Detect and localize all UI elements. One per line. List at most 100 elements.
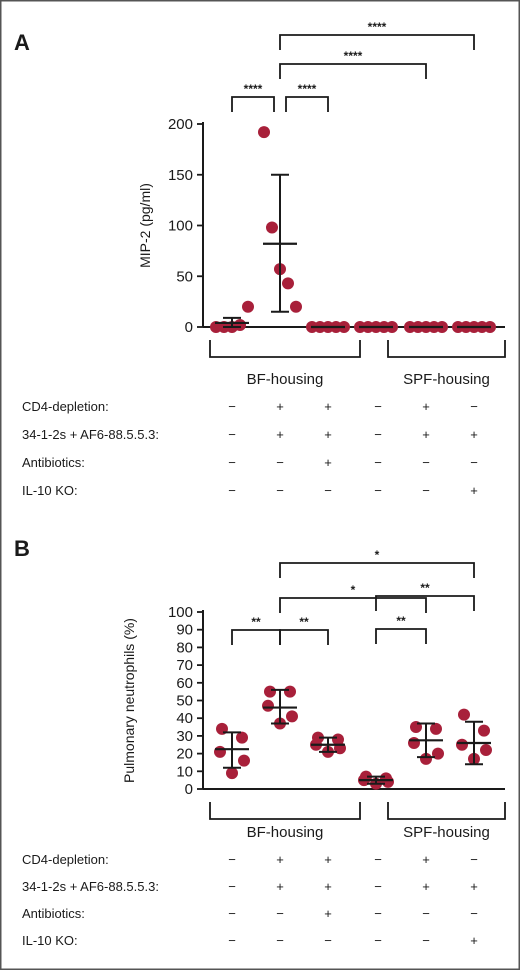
data-point xyxy=(408,736,420,749)
condition-mark: + xyxy=(470,483,478,498)
condition-label: 34-1-2s + AF6-88.5.5.3: xyxy=(22,427,159,442)
condition-mark: + xyxy=(324,906,332,921)
y-tick-label: 100 xyxy=(168,218,193,235)
condition-mark: − xyxy=(276,906,284,921)
significance-label: * xyxy=(375,548,380,562)
condition-mark: − xyxy=(470,906,478,921)
condition-mark: + xyxy=(470,933,478,948)
data-point xyxy=(430,722,442,735)
significance-bracket: * xyxy=(279,548,475,578)
condition-mark: − xyxy=(276,933,284,948)
condition-mark: + xyxy=(422,399,430,414)
condition-mark: − xyxy=(374,483,382,498)
y-tick-label: 100 xyxy=(168,604,193,621)
significance-bracket: **** xyxy=(279,49,427,79)
condition-mark: − xyxy=(228,483,236,498)
data-point xyxy=(290,300,302,313)
condition-mark: − xyxy=(228,879,236,894)
condition-mark: − xyxy=(228,852,236,867)
condition-mark: − xyxy=(374,933,382,948)
condition-mark: − xyxy=(374,455,382,470)
condition-mark: − xyxy=(422,455,430,470)
condition-mark: − xyxy=(324,483,332,498)
condition-mark: − xyxy=(228,399,236,414)
significance-bracket: **** xyxy=(231,82,275,112)
group-label: SPF-housing xyxy=(403,371,490,388)
condition-label: CD4-depletion: xyxy=(22,852,109,867)
data-point xyxy=(242,300,254,313)
significance-bracket: ** xyxy=(231,615,281,645)
y-tick-label: 200 xyxy=(168,116,193,133)
data-point xyxy=(458,708,470,721)
condition-mark: − xyxy=(374,906,382,921)
condition-mark: − xyxy=(470,852,478,867)
condition-mark: − xyxy=(422,933,430,948)
condition-mark: + xyxy=(422,879,430,894)
condition-label: IL-10 KO: xyxy=(22,933,78,948)
bracket-line xyxy=(375,595,475,611)
data-point xyxy=(420,752,432,765)
y-tick-label: 80 xyxy=(176,639,193,656)
y-axis-label: Pulmonary neutrophils (%) xyxy=(121,618,137,783)
y-tick-label: 70 xyxy=(176,657,193,674)
significance-label: ** xyxy=(251,615,261,629)
y-axis-label: MIP-2 (pg/ml) xyxy=(137,183,153,268)
significance-label: **** xyxy=(344,49,363,63)
group-bracket xyxy=(209,340,361,358)
condition-mark: − xyxy=(228,455,236,470)
condition-label: IL-10 KO: xyxy=(22,483,78,498)
bracket-line xyxy=(285,96,329,112)
y-tick-label: 60 xyxy=(176,675,193,692)
y-tick-label: 0 xyxy=(185,319,193,336)
condition-mark: − xyxy=(228,933,236,948)
condition-mark: − xyxy=(470,455,478,470)
condition-mark: − xyxy=(276,455,284,470)
data-point xyxy=(236,731,248,744)
data-point xyxy=(266,221,278,234)
condition-mark: + xyxy=(276,399,284,414)
data-point xyxy=(234,318,246,331)
significance-label: **** xyxy=(368,20,387,34)
condition-label: CD4-depletion: xyxy=(22,399,109,414)
condition-mark: − xyxy=(374,427,382,442)
y-tick-label: 0 xyxy=(185,781,193,798)
significance-label: * xyxy=(351,583,356,597)
data-point xyxy=(264,685,276,698)
group-bracket xyxy=(387,340,506,358)
condition-label: 34-1-2s + AF6-88.5.5.3: xyxy=(22,879,159,894)
condition-mark: + xyxy=(422,427,430,442)
data-point xyxy=(258,126,270,139)
significance-bracket: **** xyxy=(279,20,475,50)
data-point xyxy=(214,745,226,758)
condition-mark: + xyxy=(324,879,332,894)
data-point xyxy=(282,277,294,290)
significance-bracket: ** xyxy=(375,614,427,644)
y-tick-label: 50 xyxy=(176,268,193,285)
condition-mark: − xyxy=(324,933,332,948)
condition-mark: + xyxy=(324,852,332,867)
group-label: BF-housing xyxy=(247,824,324,841)
bracket-line xyxy=(375,628,427,644)
significance-label: ** xyxy=(299,615,309,629)
significance-bracket: **** xyxy=(285,82,329,112)
condition-mark: + xyxy=(470,427,478,442)
bracket-line xyxy=(231,96,275,112)
condition-mark: − xyxy=(422,906,430,921)
y-tick-label: 20 xyxy=(176,746,193,763)
significance-bracket: ** xyxy=(279,615,329,645)
panel-letter-A: A xyxy=(14,30,30,55)
bracket-line xyxy=(279,63,427,79)
significance-bracket: ** xyxy=(375,581,475,611)
data-point xyxy=(480,744,492,757)
y-tick-label: 50 xyxy=(176,693,193,710)
data-point xyxy=(382,775,394,788)
data-point xyxy=(238,754,250,767)
data-point xyxy=(286,710,298,723)
data-point xyxy=(262,699,274,712)
panel-letter-B: B xyxy=(14,536,30,561)
bracket-line xyxy=(279,597,427,613)
condition-mark: − xyxy=(276,483,284,498)
y-tick-label: 40 xyxy=(176,710,193,727)
condition-mark: − xyxy=(374,879,382,894)
group-bracket xyxy=(387,802,506,820)
